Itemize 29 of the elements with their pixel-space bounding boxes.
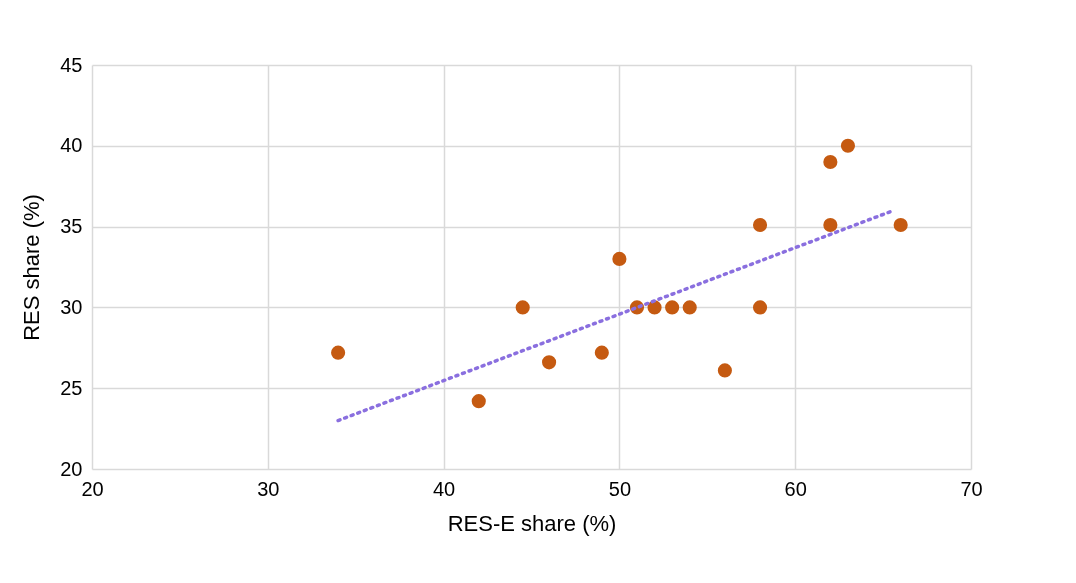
point xyxy=(331,345,346,360)
x-tick-label: 70 xyxy=(960,477,983,500)
x-tick-label: 50 xyxy=(608,477,632,500)
point xyxy=(594,345,609,360)
point xyxy=(612,251,627,266)
x-tick-label: 60 xyxy=(784,477,807,500)
y-tick-label: 25 xyxy=(60,376,83,399)
x-tick-label: 40 xyxy=(432,477,456,500)
y-tick-label: 30 xyxy=(60,295,83,318)
point xyxy=(840,138,856,153)
y-tick-label: 20 xyxy=(60,457,83,480)
point xyxy=(717,363,732,378)
point xyxy=(752,217,768,233)
point xyxy=(823,154,838,170)
point xyxy=(752,300,768,315)
y-tick-label: 35 xyxy=(60,215,83,238)
x-axis-title: RES-E share (%) xyxy=(447,510,617,536)
point xyxy=(665,300,680,315)
x-tick-label: 30 xyxy=(257,477,280,500)
point xyxy=(515,300,530,315)
point xyxy=(823,217,838,233)
point xyxy=(682,300,697,315)
point xyxy=(542,355,557,370)
point xyxy=(893,217,908,233)
y-tick-label: 40 xyxy=(60,134,83,157)
x-tick-label: 20 xyxy=(81,477,104,500)
point xyxy=(471,394,486,409)
y-tick-label: 45 xyxy=(60,53,83,76)
y-axis-title: RES share (%) xyxy=(19,194,45,341)
